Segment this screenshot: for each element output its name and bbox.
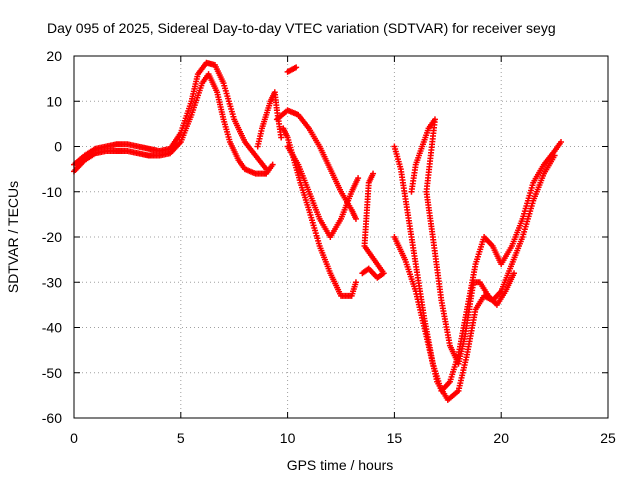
- chart-title: Day 095 of 2025, Sidereal Day-to-day VTE…: [47, 20, 556, 36]
- data-point: [263, 166, 270, 173]
- y-tick-label: -10: [42, 184, 62, 200]
- y-tick-label: 0: [54, 139, 62, 155]
- x-tick-label: 15: [387, 430, 403, 446]
- x-tick-label: 5: [177, 430, 185, 446]
- series-track-low-C: [408, 116, 518, 367]
- data-point: [278, 134, 285, 141]
- y-tick-label: -50: [42, 365, 62, 381]
- series-track-jump-10: [284, 64, 300, 75]
- y-tick-label: -60: [42, 410, 62, 426]
- y-tick-label: 10: [46, 93, 62, 109]
- series-track-mid-C: [284, 143, 362, 240]
- data-point: [551, 152, 558, 159]
- series-track-early-lower: [71, 71, 276, 177]
- x-tick-label: 0: [70, 430, 78, 446]
- x-tick-label: 20: [493, 430, 509, 446]
- x-tick-label: 25: [600, 430, 616, 446]
- x-axis-label: GPS time / hours: [287, 457, 394, 473]
- grid-layer: [74, 56, 608, 418]
- series-track-spike-9: [254, 89, 285, 150]
- data-point: [269, 161, 276, 168]
- y-tick-label: -20: [42, 229, 62, 245]
- data-point: [558, 138, 565, 145]
- tick-layer: 0 5 10 15 20 25 -60 -50 -40 -30 -20 -10 0 10 20: [42, 48, 616, 446]
- y-tick-label: -40: [42, 320, 62, 336]
- data-point: [511, 270, 518, 277]
- series-track-low-B: [391, 152, 558, 403]
- data-point: [355, 175, 362, 182]
- data-layer: [71, 59, 565, 403]
- y-axis-label: SDTVAR / TECUs: [5, 181, 21, 293]
- data-point: [293, 64, 300, 71]
- data-point: [352, 215, 359, 222]
- series-track-spike-13: [359, 170, 387, 281]
- x-tick-label: 10: [280, 430, 296, 446]
- y-tick-label: -30: [42, 274, 62, 290]
- data-point: [352, 279, 359, 286]
- data-point: [370, 170, 377, 177]
- y-tick-label: 20: [46, 48, 62, 64]
- series-track-mid-B: [273, 107, 359, 222]
- series-track-early-upper: [71, 59, 270, 173]
